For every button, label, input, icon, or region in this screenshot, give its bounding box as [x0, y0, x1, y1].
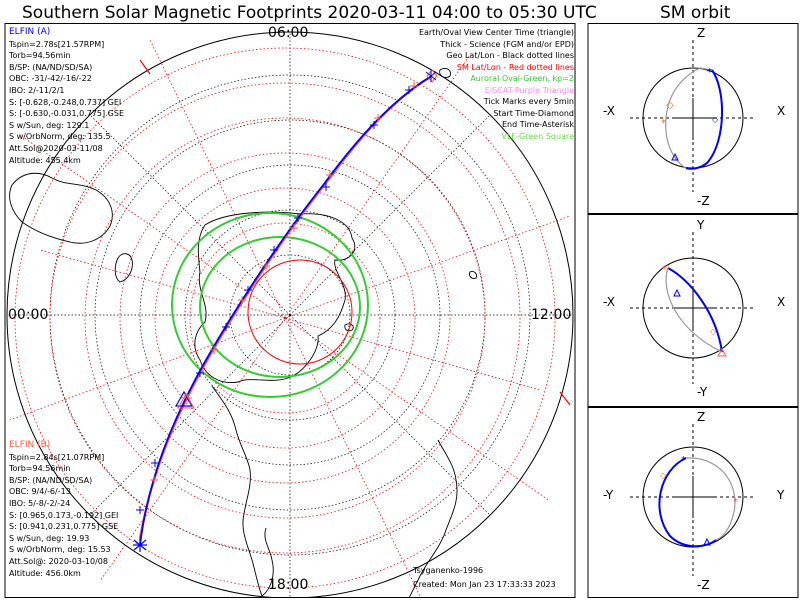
- sm-edge-marks: [139, 59, 571, 406]
- orbit-3-right-label: Y: [777, 488, 785, 502]
- created-timestamp: Created: Mon Jan 23 17:33:33 2023: [413, 580, 556, 589]
- elfin-a-line: OBC: -31/-42/-16/-22: [9, 74, 92, 84]
- elfin-b-line: B/SP: (NA/ND/SD/SA): [9, 475, 93, 485]
- legend-entry: Start Time-Diamond: [493, 108, 574, 118]
- elfin-b-line: S w/OrbNorm, deg: 15.53: [9, 545, 111, 555]
- end-asterisk: [133, 538, 147, 552]
- elfin-b-line: OBC: 9/4/-6/-13: [9, 487, 71, 497]
- orbit-panel-frame-yz: [587, 407, 799, 598]
- svg-text:◇: ◇: [666, 100, 674, 111]
- svg-text:*: *: [661, 118, 666, 129]
- continent-outlines: [9, 67, 477, 597]
- elfin-b-line: S w/Sun, deg: 19.93: [9, 533, 90, 543]
- orbit-panel-xy: * ◇: [630, 232, 756, 384]
- orbit-2-left-label: -X: [603, 295, 615, 309]
- elfin-b-line: Altitude: 456.0km: [9, 568, 81, 578]
- elfin-a-title: ELFIN (A): [9, 27, 51, 37]
- elfin-a-line: S w/OrbNorm, deg: 135.5: [9, 132, 111, 142]
- svg-text:◇: ◇: [710, 327, 717, 336]
- legend-entry: Auroral Oval-Green, kp=2: [470, 74, 574, 83]
- orbit-1-bottom-label: -Z: [697, 194, 710, 208]
- svg-text:◇: ◇: [660, 471, 667, 480]
- auroral-oval-outer: [171, 212, 369, 398]
- start-asterisk-a: [425, 70, 437, 82]
- elfin-a-line: B/SP: (NA/ND/SD/SA): [9, 62, 93, 72]
- orbit-1-top-label: Z: [697, 26, 706, 40]
- elfin-a-line: S: [-0.628,-0.248,0.737] GEI: [9, 97, 122, 107]
- orbit-2-top-label: Y: [697, 218, 705, 232]
- svg-text:◇: ◇: [712, 115, 719, 124]
- south-america-outline: [211, 385, 263, 597]
- auroral-oval-inner: [199, 236, 361, 378]
- legend-entry: Earth/Oval View Center Time (triangle): [418, 28, 574, 37]
- orbit-3-top-label: Z: [697, 410, 706, 424]
- elfin-b-line: Tspin=2.84s[21.07RPM]: [9, 452, 105, 462]
- legend-entry: Geo Lat/Lon - Black dotted lines: [446, 51, 574, 60]
- time-label-right: 12:00: [531, 307, 572, 323]
- elfin-a-view-center-triangle: [174, 390, 194, 407]
- elfin-a-tick-marks: [136, 86, 413, 514]
- svg-text:*: *: [681, 455, 686, 466]
- elfin-b-line: Torb=94.56min: [9, 464, 71, 474]
- orbit-panel-frame-xz: [587, 23, 799, 214]
- orbit-panel-yz: * * ◇: [630, 424, 756, 576]
- legend-entry: Thick - Science (FGM and/or EPD): [440, 39, 574, 49]
- elfin-b-tick-marks: [150, 82, 418, 484]
- model-credit: Tsyganenko-1996: [413, 566, 484, 575]
- elfin-b-line: S: [0.965,0.173,-0.192] GEI: [9, 510, 119, 520]
- legend-entry: EISCAT-Purple Triangle: [484, 85, 574, 95]
- page-title: Southern Solar Magnetic Footprints 2020-…: [22, 3, 597, 23]
- time-label-left: 00:00: [8, 307, 49, 323]
- legend-entry: SM Lat/Lon - Red dotted lines: [456, 62, 574, 72]
- orbit-1-right-label: X: [777, 104, 786, 118]
- elfin-a-track: [139, 75, 433, 546]
- elfin-a-line: S: [-0.630,-0.031,0.775] GSE: [9, 109, 124, 119]
- elfin-a-line: IBO: 2/-11/2/1: [9, 85, 65, 95]
- elfin-a-info: ELFIN (A) Tspin=2.78s[21.57RPM] Torb=94.…: [9, 27, 124, 166]
- legend-entry: Tick Marks every 5min: [483, 97, 574, 106]
- orbit-panel-xz: ◇ * * ◇: [630, 40, 756, 192]
- sm-grid: [9, 39, 571, 597]
- elfin-b-view-center-triangle: [177, 392, 195, 409]
- orbit-1-left-label: -X: [603, 104, 615, 118]
- elfin-b-info: ELFIN (B) Tspin=2.84s[21.07RPM] Torb=94.…: [9, 440, 118, 579]
- elfin-a-line: Torb=94.56min: [9, 51, 71, 61]
- svg-text:*: *: [707, 67, 712, 78]
- orbit-2-bottom-label: -Y: [697, 385, 708, 399]
- indian-ocean-islands: [439, 67, 477, 279]
- legend-entry: End Time-Asterisk: [501, 120, 574, 129]
- legend: Earth/Oval View Center Time (triangle) T…: [419, 27, 574, 142]
- svg-text:*: *: [733, 497, 738, 508]
- new-zealand-outline: [114, 253, 133, 283]
- orbit-panel-frame-xy: [587, 214, 799, 407]
- legend-entry: VLF-Green Square: [501, 131, 574, 141]
- elfin-a-line: Att.Sol@2020-03-11/08: [9, 143, 103, 153]
- orbit-3-bottom-label: -Z: [697, 578, 710, 592]
- geo-grid: [8, 32, 572, 597]
- orbit-3-left-label: -Y: [603, 488, 614, 502]
- orbit-title: SM orbit: [660, 3, 731, 23]
- time-label-top: 06:00: [268, 25, 309, 41]
- sm-pole-circle: [247, 259, 353, 365]
- elfin-a-line: Altitude: 455.4km: [9, 155, 81, 165]
- south-georgia: [344, 323, 354, 332]
- svg-text:*: *: [662, 264, 667, 275]
- elfin-b-line: Att.Sol@: 2020-03-10/08: [9, 556, 108, 566]
- elfin-b-line: IBO: 5/-8/-2/-24: [9, 498, 71, 508]
- time-label-bottom: 18:00: [268, 577, 309, 593]
- elfin-b-line: S: [0.941,0.231,0.775] GSE: [9, 522, 119, 532]
- australia-outline: [9, 172, 113, 244]
- orbit-2-right-label: X: [777, 295, 786, 309]
- elfin-a-line: S w/Sun, deg: 129.1: [9, 120, 90, 130]
- elfin-a-line: Tspin=2.78s[21.57RPM]: [9, 39, 105, 49]
- south-america-outline-2: [261, 527, 274, 597]
- antarctica-outline: [194, 211, 356, 384]
- elfin-b-title: ELFIN (B): [9, 440, 51, 450]
- map-frame: [4, 23, 576, 598]
